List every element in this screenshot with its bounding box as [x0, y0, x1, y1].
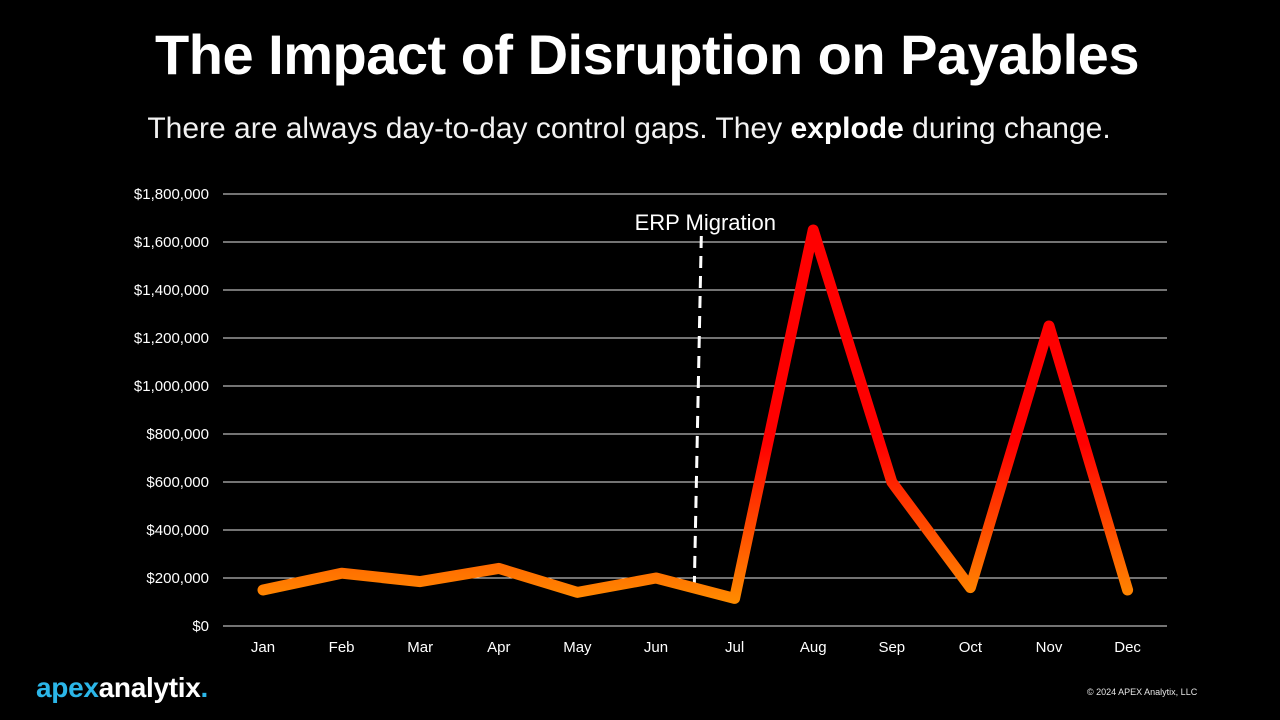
- y-tick-label: $0: [192, 618, 209, 635]
- x-tick-label: Jul: [725, 639, 744, 656]
- apex-analytix-logo: apexanalytix.: [36, 672, 208, 704]
- logo-analytix: analytix: [98, 672, 201, 703]
- x-tick-label: Aug: [800, 639, 827, 656]
- y-tick-label: $1,200,000: [134, 330, 209, 347]
- y-tick-label: $1,800,000: [134, 186, 209, 203]
- logo-dot: .: [200, 672, 209, 703]
- logo-apex: apex: [36, 672, 99, 703]
- x-tick-label: Jan: [251, 639, 275, 656]
- x-tick-label: Feb: [329, 639, 355, 656]
- y-tick-label: $400,000: [146, 522, 209, 539]
- slide-title: The Impact of Disruption on Payables: [155, 23, 1139, 86]
- y-tick-label: $1,400,000: [134, 282, 209, 299]
- y-tick-label: $600,000: [146, 474, 209, 491]
- slide-subtitle: There are always day-to-day control gaps…: [0, 112, 1258, 146]
- x-tick-label: Nov: [1036, 639, 1063, 656]
- y-tick-label: $200,000: [146, 570, 209, 587]
- erp-migration-line: [692, 235, 703, 587]
- subtitle-text-start: There are always day-to-day control gaps…: [147, 112, 791, 145]
- x-tick-label: Jun: [644, 639, 668, 656]
- y-tick-label: $1,000,000: [134, 378, 209, 395]
- subtitle-text-end: during change.: [903, 112, 1111, 145]
- x-tick-label: Sep: [878, 639, 905, 656]
- x-tick-label: May: [563, 639, 592, 656]
- x-tick-label: Oct: [959, 639, 983, 656]
- y-tick-label: $1,600,000: [134, 234, 209, 251]
- erp-migration-label: ERP Migration: [635, 210, 776, 235]
- y-tick-label: $800,000: [146, 426, 209, 443]
- series-line: [257, 224, 1134, 604]
- x-tick-label: Apr: [487, 639, 510, 656]
- subtitle-emphasis: explode: [790, 112, 904, 145]
- copyright-notice: © 2024 APEX Analytix, LLC: [1087, 687, 1198, 697]
- x-tick-label: Dec: [1114, 639, 1141, 656]
- x-tick-label: Mar: [407, 639, 433, 656]
